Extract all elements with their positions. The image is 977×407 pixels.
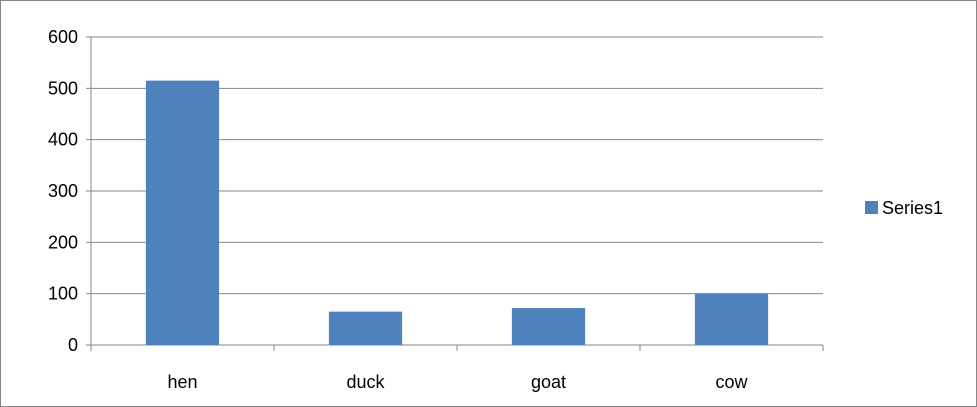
legend-label: Series1 <box>882 198 943 218</box>
bar-hen <box>145 80 220 345</box>
y-tick-label: 600 <box>48 27 78 47</box>
x-tick-label-cow: cow <box>715 372 748 392</box>
x-tick-label-duck: duck <box>346 372 385 392</box>
bar-cow <box>694 293 769 345</box>
bar-duck <box>328 311 403 345</box>
bars <box>145 80 769 345</box>
y-tick-label: 500 <box>48 78 78 98</box>
x-tick-label-hen: hen <box>167 372 197 392</box>
y-tick-label: 100 <box>48 284 78 304</box>
x-axis: hen duck goat cow <box>90 344 824 392</box>
y-axis: 0 100 200 300 400 500 600 <box>48 27 92 355</box>
legend: Series1 <box>865 198 943 218</box>
y-tick-label: 200 <box>48 232 78 252</box>
x-tick-label-goat: goat <box>531 372 566 392</box>
y-tick-label: 300 <box>48 181 78 201</box>
y-tick-label: 400 <box>48 130 78 150</box>
y-tick-label: 0 <box>68 335 78 355</box>
bar-goat <box>511 308 586 345</box>
legend-swatch <box>865 201 878 214</box>
